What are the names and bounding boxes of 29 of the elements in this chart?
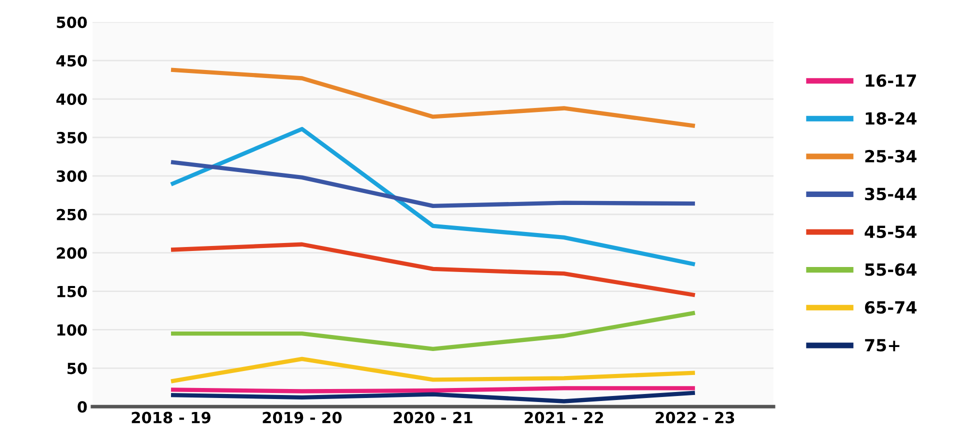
y-tick-label: 300: [56, 170, 87, 182]
y-tick-label: 0: [78, 401, 87, 413]
legend-label: 25-34: [865, 150, 917, 163]
x-tick-label: 2022 - 23: [656, 412, 734, 424]
legend-label: 75+: [865, 339, 900, 352]
y-tick-label: 350: [56, 132, 87, 144]
y-tick-label: 150: [57, 286, 87, 298]
legend-label: 45-54: [864, 226, 917, 238]
y-tick-label: 400: [56, 93, 87, 106]
legend-label: 35-44: [865, 188, 917, 200]
x-tick-label: 2018 - 19: [132, 412, 210, 424]
y-tick-label: 450: [56, 55, 87, 67]
y-tick-label: 250: [56, 208, 87, 220]
line-series: [168, 68, 698, 128]
line-series: [168, 242, 698, 298]
line-series: [168, 356, 698, 384]
legend-label: 16-17: [866, 74, 916, 87]
y-tick-label: 500: [56, 16, 87, 28]
y-tick-label: 50: [67, 362, 87, 374]
line-series: [168, 390, 698, 404]
x-tick-label: 2020 - 21: [394, 412, 472, 424]
line-series: [168, 126, 698, 266]
x-tick-label: 2019 - 20: [262, 412, 342, 424]
legend-label: 18-24: [866, 112, 917, 125]
legend-label: 65-74: [865, 301, 917, 314]
x-tick-label: 2021 - 22: [524, 412, 604, 424]
y-tick-label: 200: [56, 247, 87, 259]
y-tick-label: 100: [57, 324, 87, 336]
legend-label: 55-64: [865, 263, 917, 276]
